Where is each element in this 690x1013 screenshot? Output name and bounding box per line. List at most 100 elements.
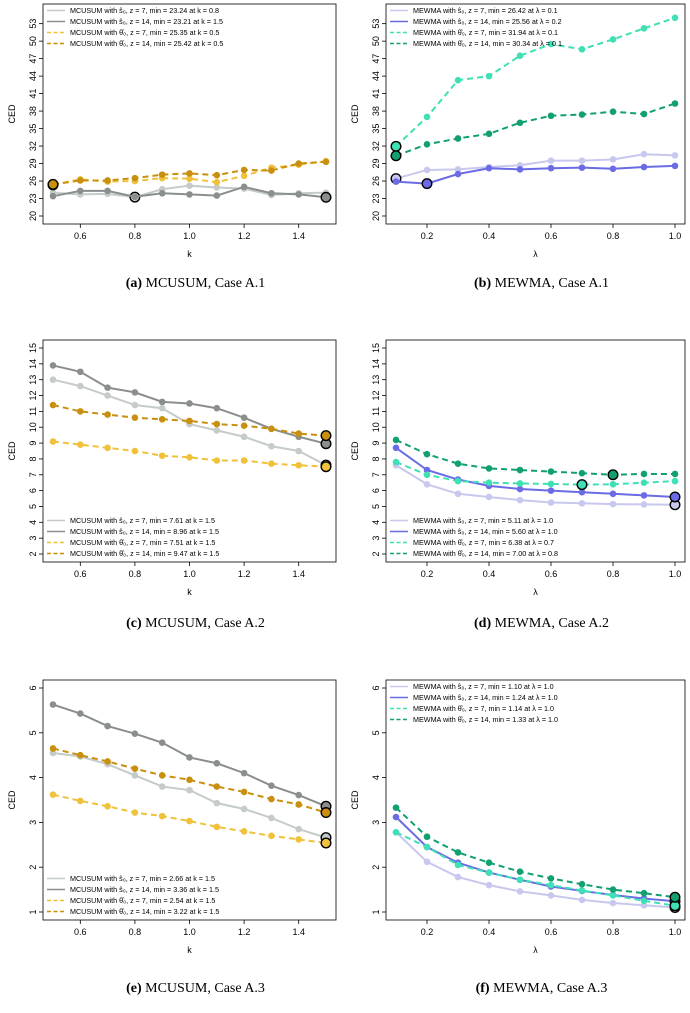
y-tick-label: 4 [28, 520, 38, 525]
data-point [609, 108, 617, 115]
y-tick-label: 41 [371, 89, 381, 99]
data-point [516, 119, 524, 127]
y-tick-label: 26 [28, 176, 38, 186]
data-point [454, 170, 462, 178]
y-tick-label: 12 [28, 391, 38, 401]
data-point [547, 892, 555, 899]
data-point [516, 480, 524, 487]
min-marker [390, 150, 402, 162]
data-point [295, 447, 303, 455]
data-point [295, 825, 303, 833]
series-line-2 [395, 164, 676, 185]
min-marker [607, 469, 619, 481]
data-point [516, 888, 524, 895]
y-tick-label: 1 [28, 909, 38, 914]
data-point [547, 480, 555, 488]
data-point [454, 873, 462, 881]
data-point [578, 164, 586, 171]
data-point [186, 786, 193, 794]
data-point [49, 745, 57, 752]
data-point [392, 444, 400, 452]
data-point [49, 376, 57, 383]
data-point [104, 758, 111, 765]
data-point [240, 828, 248, 835]
data-point [49, 438, 57, 445]
data-point [485, 164, 493, 172]
data-point [213, 759, 221, 767]
y-tick-label: 47 [371, 54, 381, 64]
data-point [640, 897, 648, 905]
y-tick-label: 10 [371, 422, 381, 432]
data-point [423, 858, 431, 866]
data-point [640, 110, 648, 118]
data-point [454, 76, 462, 84]
data-point [131, 174, 139, 182]
y-tick-label: 3 [371, 536, 381, 541]
data-point [131, 389, 139, 396]
chart-d: 0.2 0.4 0.6 0.8 1.0 2 3 4 5 6 7 8 9 10 11 12 13 14 15 λ CED M… [350, 339, 686, 631]
data-point [240, 422, 248, 429]
y-tick-label: 8 [28, 456, 38, 461]
y-tick-label: 38 [28, 106, 38, 116]
data-point [49, 362, 57, 369]
x-tick-label: 1.0 [669, 569, 682, 579]
data-point [609, 490, 617, 498]
data-point [516, 876, 524, 884]
x-tick-label: 1.2 [238, 927, 251, 937]
data-point [213, 420, 221, 428]
data-point [578, 157, 586, 164]
legend-entry: MEWMA with θ̂₀, z = 7, min = 31.94 at λ … [413, 28, 558, 37]
x-tick-label: 0.6 [545, 927, 558, 937]
series-line-1 [395, 464, 676, 506]
data-point [213, 427, 221, 434]
x-tick-label: 0.6 [74, 927, 87, 937]
x-axis-label: λ [533, 945, 538, 955]
data-point [186, 817, 193, 825]
series-line-3 [395, 16, 676, 148]
y-tick-label: 3 [28, 820, 38, 825]
data-point [578, 111, 586, 118]
data-point [454, 849, 462, 856]
y-tick-label: 13 [371, 375, 381, 385]
min-marker [669, 891, 681, 903]
data-point [640, 150, 648, 158]
data-point [213, 178, 221, 186]
data-point [131, 772, 139, 779]
data-point [213, 823, 221, 831]
legend-entry: MCUSUM with θ̂₀, z = 14, min = 9.47 at k… [70, 549, 219, 558]
min-marker [390, 140, 402, 152]
data-point [268, 782, 275, 789]
data-point [104, 177, 111, 184]
data-point [640, 163, 648, 171]
data-point [671, 470, 679, 478]
data-point [158, 812, 166, 820]
data-point [213, 171, 221, 179]
data-point [516, 496, 524, 504]
data-point [423, 466, 431, 474]
data-point [49, 192, 57, 200]
legend-entry: MCUSUM with ŝ₀, z = 14, min = 3.36 at k … [70, 885, 219, 894]
data-point [104, 392, 111, 399]
data-point [240, 433, 248, 441]
data-point [131, 193, 139, 201]
legend-entry: MEWMA with ŝ₀, z = 7, min = 5.11 at λ = … [413, 516, 553, 525]
y-tick-label: 8 [371, 456, 381, 461]
data-point [516, 466, 524, 474]
y-tick-label: 20 [371, 211, 381, 221]
caption-label: (e) [126, 981, 142, 996]
y-tick-label: 20 [28, 211, 38, 221]
data-point [186, 170, 193, 177]
y-tick-label: 6 [28, 488, 38, 493]
data-point [158, 772, 166, 779]
caption-text: MEWMA, Case A.3 [490, 981, 608, 996]
data-point [547, 40, 555, 48]
data-point [77, 382, 84, 390]
data-point [322, 158, 330, 166]
data-point [131, 401, 139, 409]
data-point [485, 881, 493, 889]
x-tick-label: 0.8 [129, 927, 142, 937]
x-axis-label: λ [533, 587, 538, 597]
data-point [640, 25, 648, 32]
y-tick-label: 2 [28, 551, 38, 556]
data-point [578, 887, 586, 894]
